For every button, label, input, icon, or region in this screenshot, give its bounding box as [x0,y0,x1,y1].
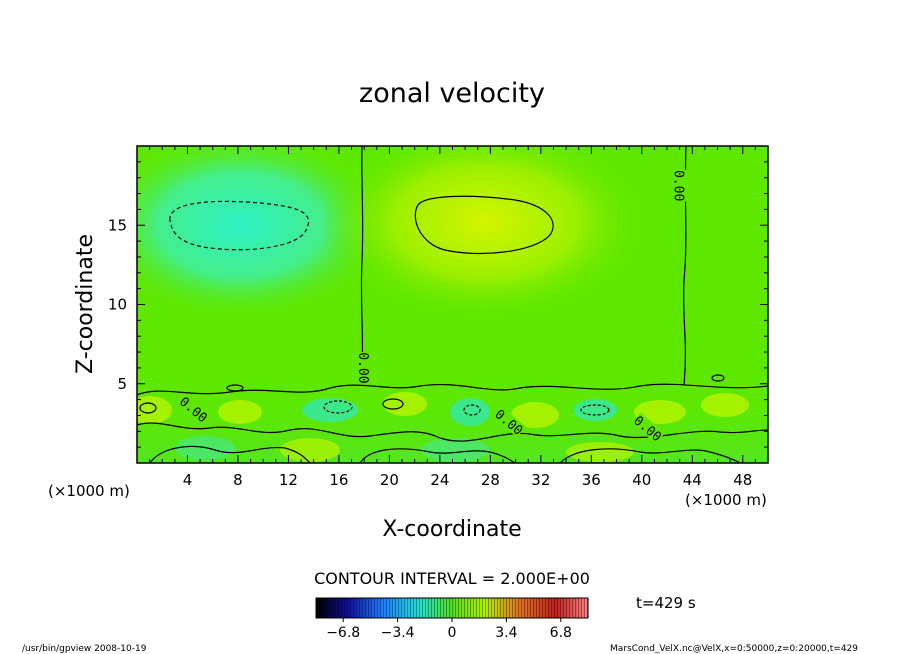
small-positive-contour [711,374,725,382]
contour-lower-3 [149,445,311,463]
small-negative-contour [463,404,481,416]
x-tick-label: 32 [531,471,550,489]
patch [280,438,340,462]
negative-velocity-region [137,146,390,320]
patch [450,398,490,426]
patch [218,400,262,424]
x-axis-title: X-coordinate [382,517,521,542]
footer-left: /usr/bin/gpview 2008-10-19 [22,644,147,654]
small-negative-contour [580,404,610,416]
heatmap-field: 0.000.000.00 0.00 0.00 [137,146,768,463]
negative-contour [169,200,310,251]
colorbar-tick-label: 6.8 [550,625,572,641]
colorbar-tick-label: 0 [448,625,457,641]
y-axis-title: Z-coordinate [73,234,98,374]
patch [566,442,634,462]
patch [573,399,617,421]
colorbar-tick-label: 3.4 [495,625,517,641]
patch [701,393,749,417]
small-negative-contour [323,400,353,414]
zero-contour-left [360,146,364,381]
contour-label-bg [357,351,372,384]
x-tick-label: 16 [329,471,348,489]
x-tick-label: 24 [430,471,449,489]
patch [634,400,686,424]
colorbar: −6.8 −3.4 0 3.4 6.8 [315,597,589,641]
contour-lower-5 [559,448,741,463]
patch [421,438,489,462]
patch [511,402,559,428]
colorbar-stripes [316,598,588,618]
x-tick-label: 12 [279,471,298,489]
positive-contour [414,195,554,255]
x-tick-label: 8 [233,471,243,489]
colorbar-ticks: −6.8 −3.4 0 3.4 6.8 [326,618,572,641]
colorbar-tick-label: −6.8 [326,625,360,641]
x-unit-left: (×1000 m) [48,482,130,500]
small-positive-contour [382,398,404,410]
contour-label-bg [177,393,211,425]
patch [137,396,172,424]
small-positive-contour [226,384,244,392]
patch [383,392,427,416]
zero-contour-lower [137,383,768,396]
x-unit-right: (×1000 m) [685,491,767,509]
positive-velocity-region [320,146,650,322]
x-tick-label: 28 [481,471,500,489]
y-tick-label: 5 [117,375,127,393]
time-label: t=429 s [636,594,696,612]
contour-label: 0.00 [671,170,686,201]
chart-title: zonal velocity [359,78,545,109]
contour-interval-label: CONTOUR INTERVAL = 2.000E+00 [314,569,590,588]
x-tick-label: 20 [380,471,399,489]
colorbar-tick-label: −3.4 [381,625,415,641]
contour-label-bg [631,412,665,444]
footer-right: MarsCond_VelX.nc@VelX,x=0:50000,z=0:2000… [610,644,858,654]
x-tick-label: 48 [733,471,752,489]
x-tick-label: 4 [183,471,193,489]
contour-lower-4 [359,448,516,463]
y-tick-label: 10 [108,296,127,314]
y-tick-label: 15 [108,216,127,234]
axis-ticks [137,146,768,463]
x-tick-label: 40 [632,471,651,489]
contour-lower-2 [137,422,768,442]
x-tick-label: 36 [582,471,601,489]
patch [302,398,358,422]
x-tick-label: 44 [683,471,702,489]
small-positive-contour [139,402,157,414]
contour-label-bg [492,406,527,438]
contour-label: 0.00 [355,352,370,383]
contour-label-bg [672,169,687,202]
